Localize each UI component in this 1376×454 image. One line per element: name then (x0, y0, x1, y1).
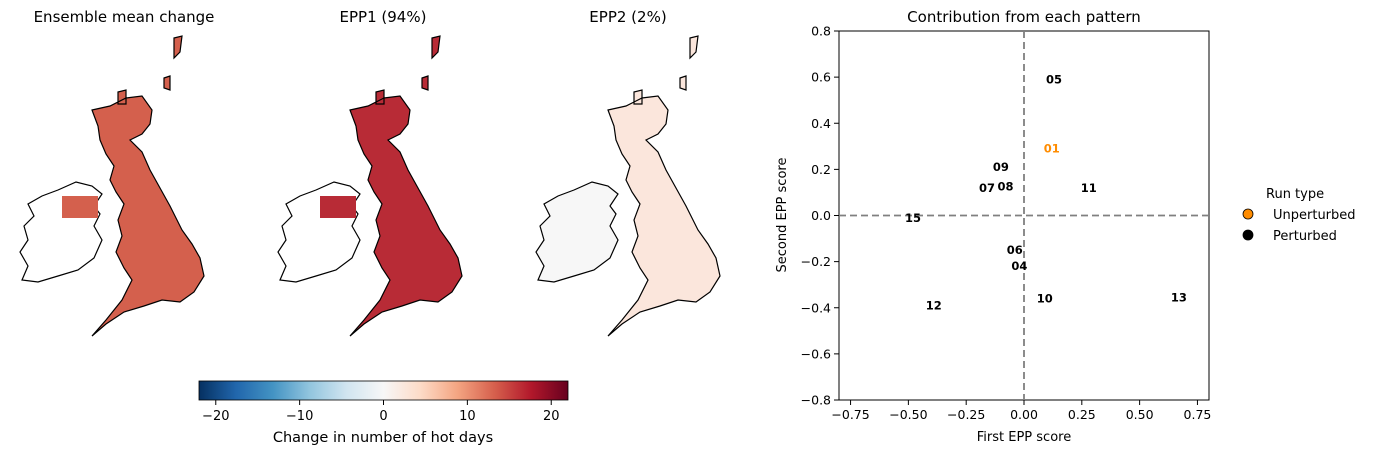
legend-marker-unperturbed (1242, 208, 1254, 220)
scatter-panel: Contribution from each pattern −0.75 −0.5… (775, 8, 1211, 445)
x-tick-label: −0.75 (831, 407, 869, 422)
scatter-title: Contribution from each pattern (907, 8, 1141, 26)
map-panel-3: EPP2 (2%) (535, 8, 721, 337)
colorbar-label: Change in number of hot days (273, 430, 493, 446)
scatter-point-label: 06 (1007, 243, 1023, 257)
great-britain-fill (349, 35, 463, 337)
scatter-point-label: 08 (997, 180, 1013, 194)
legend-label-unperturbed: Unperturbed (1273, 208, 1356, 223)
colorbar-tick-label: 10 (459, 409, 476, 424)
x-tick-label: −0.50 (889, 407, 927, 422)
x-tick-label: 0.00 (1010, 407, 1038, 422)
great-britain-fill (91, 35, 205, 337)
colorbar-tick-label: −20 (202, 409, 229, 424)
scatter-point-label: 13 (1171, 290, 1187, 304)
scatter-point-label: 11 (1081, 181, 1097, 195)
great-britain-fill (607, 35, 721, 337)
x-tick-label: 0.75 (1184, 407, 1212, 422)
y-tick-label: 0.8 (811, 24, 831, 39)
northern-ireland-fill (62, 196, 98, 218)
x-axis-label: First EPP score (977, 430, 1071, 445)
scatter-points: 01 05 09 07 08 11 15 06 04 10 12 13 (905, 72, 1187, 312)
legend-title: Run type (1266, 187, 1324, 202)
colorbar-tick-label: 0 (379, 409, 387, 424)
x-tick-label: 0.50 (1126, 407, 1154, 422)
scatter-point-label: 04 (1011, 259, 1027, 273)
y-tick-label: 0.4 (811, 116, 831, 131)
northern-ireland-fill (320, 196, 356, 218)
y-tick-label: 0.6 (811, 70, 831, 85)
scatter-point-label: 12 (926, 298, 942, 312)
x-tick-label: −0.25 (947, 407, 985, 422)
colorbar-tick-label: −10 (286, 409, 313, 424)
map-panel-2: EPP1 (94%) (277, 8, 463, 337)
y-tick-label: −0.4 (801, 300, 831, 315)
map-title-1: Ensemble mean change (34, 8, 215, 26)
legend-marker-perturbed (1242, 229, 1254, 241)
colorbar-gradient (198, 380, 569, 401)
legend: Run type Unperturbed Perturbed (1242, 187, 1356, 244)
x-tick-label: 0.25 (1068, 407, 1096, 422)
ireland-outline (535, 181, 619, 283)
scatter-point-label: 05 (1046, 72, 1062, 86)
colorbar-tick-label: 20 (543, 409, 560, 424)
y-tick-label: 0.2 (811, 162, 831, 177)
y-axis-label: Second EPP score (775, 158, 790, 273)
legend-label-perturbed: Perturbed (1273, 229, 1337, 244)
colorbar-ticks: −20 −10 0 10 20 (202, 400, 560, 424)
y-tick-label: −0.8 (801, 393, 831, 408)
y-tick-label: −0.6 (801, 346, 831, 361)
reference-lines (839, 31, 1209, 400)
y-tick-label: 0.0 (811, 208, 831, 223)
scatter-point-label: 07 (979, 181, 995, 195)
scatter-point-label: 10 (1037, 292, 1053, 306)
scatter-point-label: 15 (905, 211, 921, 225)
scatter-point-label: 09 (993, 160, 1009, 174)
map-title-3: EPP2 (2%) (589, 8, 666, 26)
x-axis-ticks: −0.75 −0.50 −0.25 0.00 0.25 0.50 0.75 (831, 400, 1211, 422)
scatter-point-label: 01 (1044, 142, 1060, 156)
y-axis-ticks: −0.8 −0.6 −0.4 −0.2 0.0 0.2 0.4 0.6 0.8 (801, 24, 839, 408)
y-tick-label: −0.2 (801, 254, 831, 269)
colorbar: −20 −10 0 10 20 Change in number of hot days (198, 380, 569, 446)
map-panel-1: Ensemble mean change (19, 8, 215, 337)
map-title-2: EPP1 (94%) (340, 8, 427, 26)
